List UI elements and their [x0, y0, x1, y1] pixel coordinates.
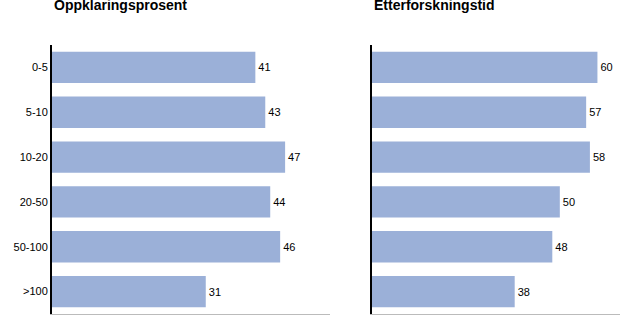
- svg-text:50-100: 50-100: [14, 241, 48, 253]
- svg-text:47: 47: [288, 151, 300, 163]
- svg-text:46: 46: [283, 241, 295, 253]
- svg-text:50: 50: [563, 196, 575, 208]
- svg-text:5-10: 5-10: [26, 106, 48, 118]
- svg-text:10-20: 10-20: [20, 151, 48, 163]
- svg-text:57: 57: [589, 106, 601, 118]
- svg-text:41: 41: [258, 61, 270, 73]
- svg-text:Oppklaringsprosent: Oppklaringsprosent: [54, 0, 187, 13]
- svg-text:20-50: 20-50: [20, 196, 48, 208]
- svg-text:>100: >100: [23, 285, 48, 297]
- svg-text:48: 48: [555, 241, 567, 253]
- svg-text:31: 31: [209, 286, 221, 298]
- svg-text:44: 44: [273, 196, 285, 208]
- svg-text:0-5: 0-5: [32, 61, 48, 73]
- svg-text:60: 60: [600, 61, 612, 73]
- svg-text:38: 38: [518, 286, 530, 298]
- svg-text:43: 43: [268, 106, 280, 118]
- svg-text:58: 58: [593, 151, 605, 163]
- svg-text:Etterforskningstid: Etterforskningstid: [374, 0, 495, 13]
